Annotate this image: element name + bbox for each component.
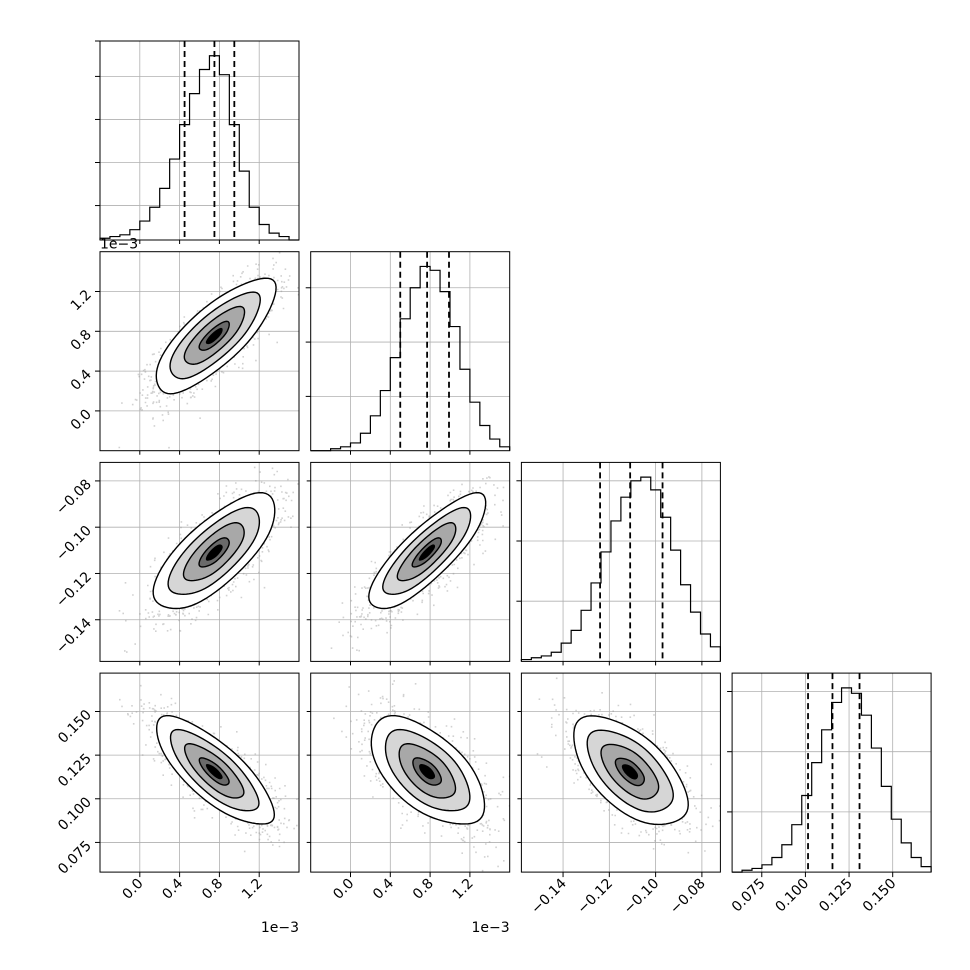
y-tick-label: 0.125: [55, 751, 95, 791]
y-tick-label: −0.10: [53, 523, 95, 565]
contour-line-3: [368, 491, 487, 610]
contour-line-1: [396, 522, 457, 582]
x-tick-label: 0.0: [330, 876, 357, 903]
y-tick-label: 0.0: [68, 406, 95, 433]
x-tick-label: −0.12: [575, 876, 617, 918]
x-tick-label: 0.150: [860, 876, 900, 916]
joint-panel-3-2: [520, 672, 721, 873]
histogram-panel-3: [727, 672, 932, 873]
histogram-steps: [520, 476, 721, 662]
y-tick-label: 0.4: [68, 367, 95, 394]
density-peak: [419, 764, 436, 780]
panel-frame: [520, 672, 721, 873]
density-peak: [205, 764, 223, 780]
joint-panel-3-1: [310, 672, 511, 873]
x-tick-label: 0.100: [773, 876, 813, 916]
x-tick-label: 0.8: [199, 876, 226, 903]
density-layer: [536, 677, 721, 854]
contour-line-2: [169, 728, 260, 812]
x-tick-label: 0.4: [159, 876, 186, 903]
contour-line-1: [183, 743, 245, 799]
x-tick-label: −0.10: [621, 876, 663, 918]
histogram-steps: [732, 687, 932, 873]
histogram-panel-0: [95, 40, 300, 241]
joint-panel-2-0: [99, 461, 300, 662]
x-tick-label: 0.075: [729, 876, 769, 916]
x-tick-label: 0.125: [816, 876, 856, 916]
x-tick-label: −0.14: [528, 876, 570, 918]
histogram-panel-2: [516, 461, 721, 662]
x-tick-label: 1.2: [239, 876, 266, 903]
panel-frame: [99, 672, 300, 873]
contour-line-1: [183, 305, 246, 365]
x-tick-label: 0.8: [410, 876, 437, 903]
contour-line-3: [155, 277, 277, 395]
panel-frame: [99, 461, 300, 662]
contour-line-2: [169, 291, 261, 380]
contour-line-0: [411, 537, 443, 568]
contour-line-1: [398, 743, 457, 799]
panel-frame: [310, 461, 511, 662]
panel-frame: [310, 672, 511, 873]
density-layer: [118, 251, 299, 449]
density-layer: [330, 476, 505, 652]
histogram-steps: [310, 265, 511, 452]
contour-line-2: [384, 728, 471, 812]
y-tick-label: 0.075: [55, 838, 95, 878]
panel-frame: [99, 40, 300, 241]
y-tick-label: −0.08: [53, 476, 95, 518]
density-layer: [333, 680, 510, 872]
contour-line-0: [614, 757, 646, 787]
density-peak: [418, 544, 436, 561]
density-peak: [621, 764, 639, 780]
density-peak: [205, 544, 223, 561]
histogram-steps: [99, 55, 299, 241]
density-peak: [205, 327, 223, 345]
contour-line-3: [152, 491, 276, 610]
x-tick-label: 1.2: [450, 876, 477, 903]
contour-line-2: [167, 506, 261, 596]
x-tick-label: 0.0: [120, 876, 147, 903]
contour-line-1: [182, 522, 245, 582]
contour-line-3: [155, 714, 276, 825]
y-offset-label: 1e−3: [100, 237, 138, 253]
contour-line-1: [600, 743, 660, 800]
contour-line-2: [382, 506, 472, 596]
contour-line-2: [586, 729, 674, 813]
y-tick-label: 1.2: [68, 287, 95, 314]
y-tick-label: −0.12: [53, 569, 95, 611]
contour-line-0: [198, 757, 230, 786]
contour-line-3: [370, 714, 486, 825]
joint-panel-2-1: [310, 461, 511, 662]
y-tick-label: 0.8: [68, 327, 95, 354]
joint-panel-3-0: [99, 672, 300, 873]
panel-frame: [520, 461, 721, 662]
panel-frame: [731, 672, 932, 873]
x-offset-label: 1e−3: [472, 920, 510, 936]
y-tick-label: 0.150: [55, 707, 95, 747]
joint-panel-1-0: [99, 251, 300, 452]
y-tick-label: −0.14: [53, 615, 95, 657]
histogram-panel-1: [305, 251, 511, 452]
x-tick-label: 0.4: [370, 876, 397, 903]
y-tick-label: 0.100: [55, 794, 95, 834]
x-tick-label: −0.08: [667, 876, 709, 918]
contour-line-3: [573, 715, 689, 826]
panel-frame: [310, 251, 511, 452]
density-layer: [118, 466, 299, 653]
density-layer: [119, 684, 299, 853]
panel-frame: [99, 251, 300, 452]
x-offset-label: 1e−3: [261, 920, 299, 936]
contour-line-0: [198, 537, 230, 568]
contour-line-0: [412, 757, 442, 786]
contour-line-0: [198, 320, 230, 351]
